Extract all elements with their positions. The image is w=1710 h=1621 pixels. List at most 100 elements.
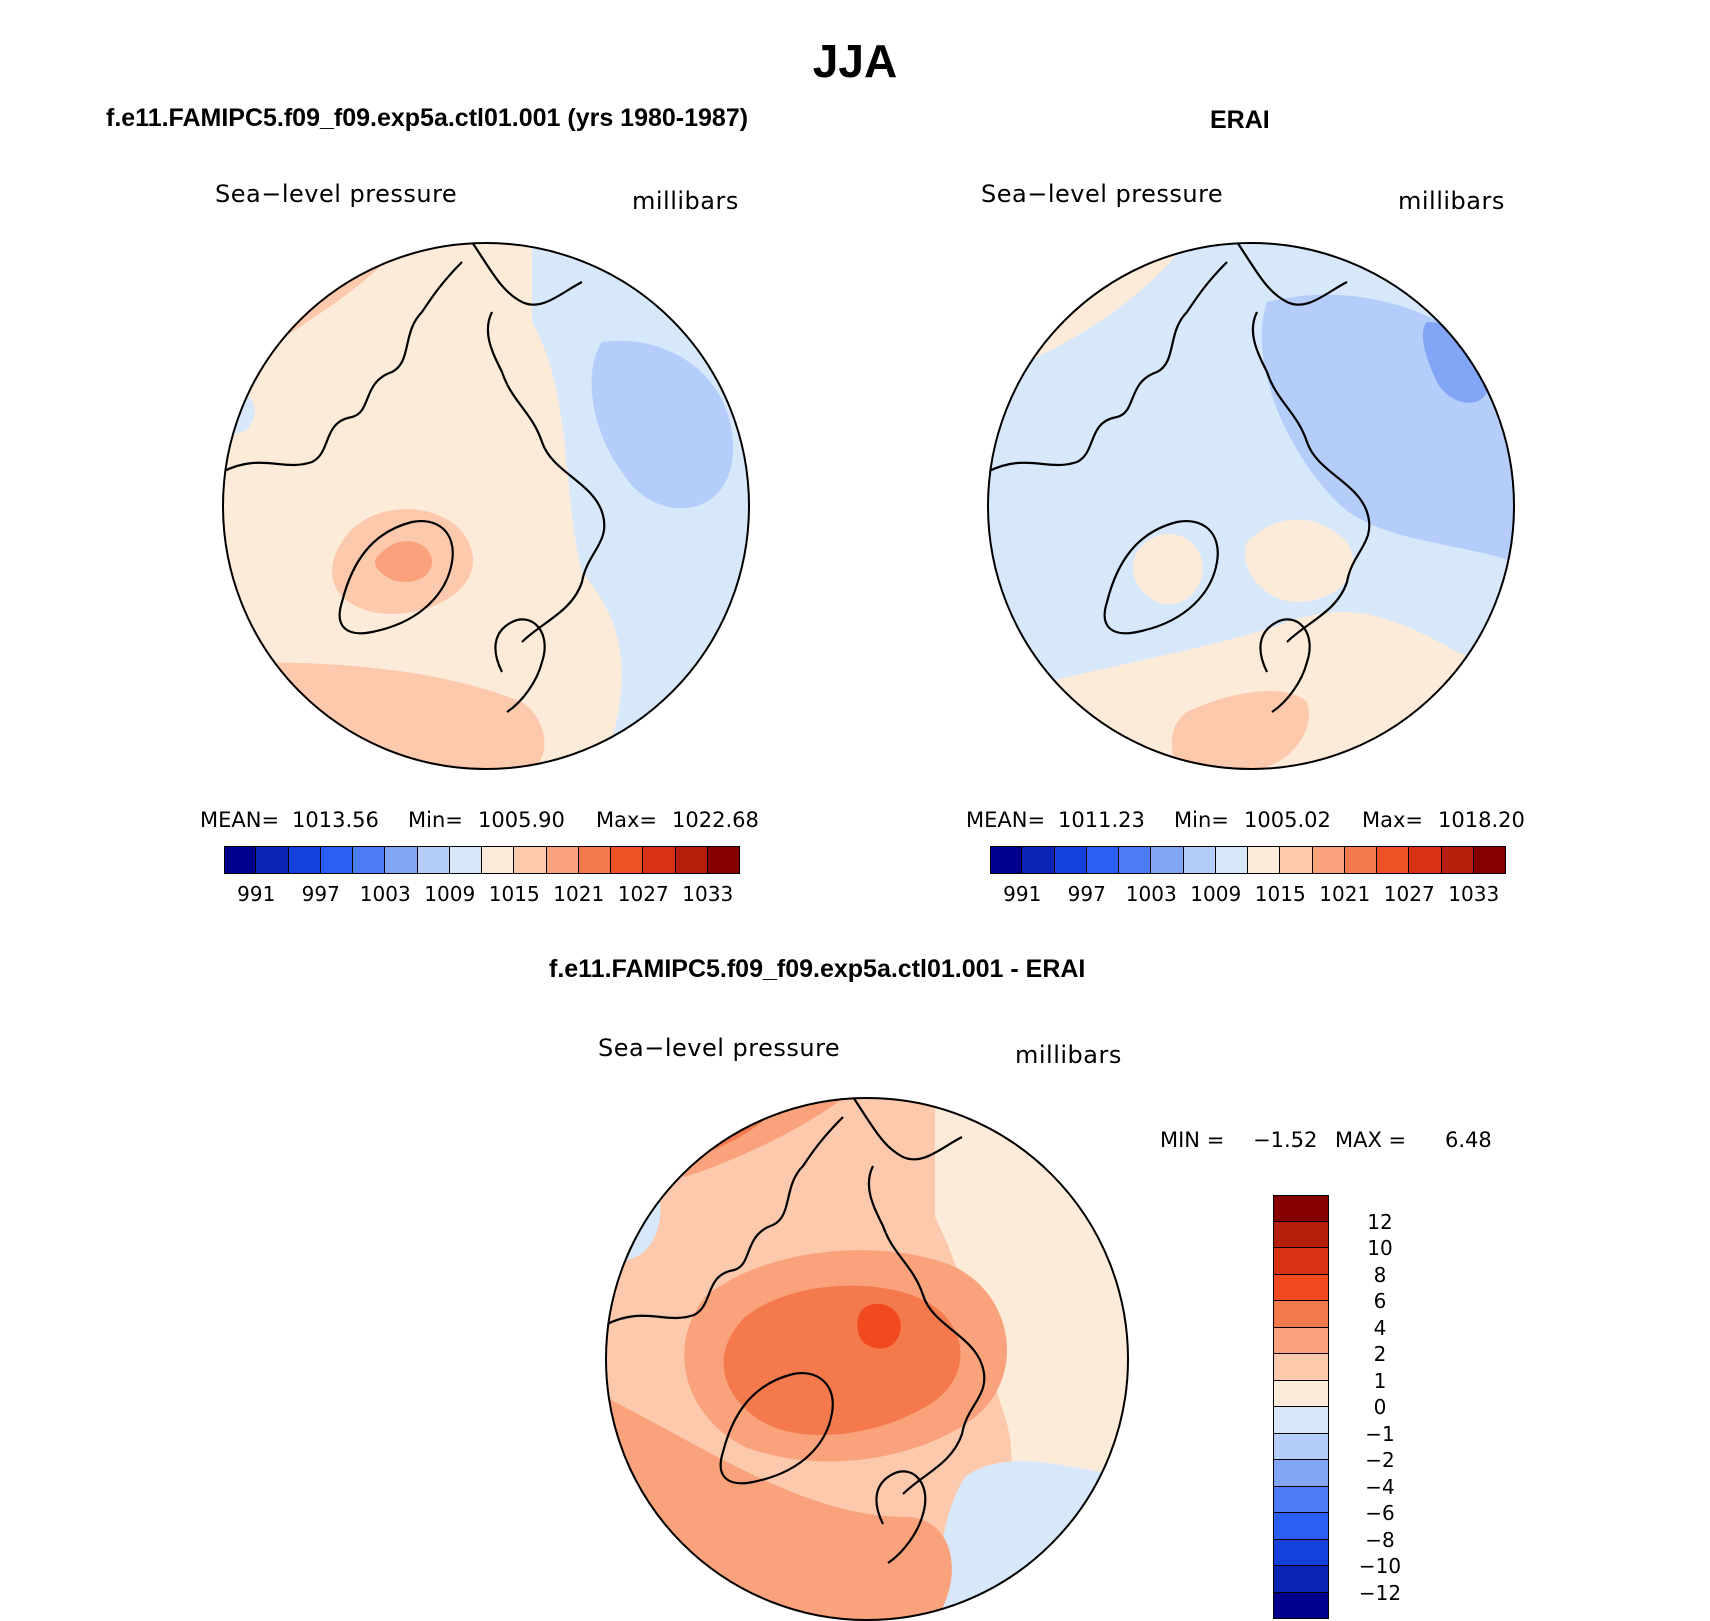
colorbar-1-tick-label: 1021 [553, 882, 605, 906]
colorbar-1-tick-label: 1015 [488, 882, 540, 906]
colorbar-3-swatch [1273, 1354, 1329, 1381]
colorbar-1-swatch [256, 846, 289, 874]
colorbar-2-tick-label: 1033 [1448, 882, 1500, 906]
panel-3-variable-label: Sea−level pressure [598, 1034, 841, 1062]
colorbar-1-swatch [675, 846, 708, 874]
map-2-border [987, 242, 1515, 770]
panel-1-mean-label: MEAN= [200, 808, 280, 832]
colorbar-2-swatch [1183, 846, 1216, 874]
colorbar-3-swatch [1273, 1380, 1329, 1407]
colorbar-1-ticks: 991 997 1003 1009 1015 1021 1027 1033 [224, 882, 740, 910]
colorbar-2-tick-label: 991 [1003, 882, 1042, 906]
map-2-high-greenland [1133, 533, 1203, 605]
colorbar-2-swatch [1312, 846, 1345, 874]
colorbar-1-tick-label: 1009 [424, 882, 476, 906]
colorbar-2-swatch [1409, 846, 1442, 874]
colorbar-1-swatch [482, 846, 515, 874]
colorbar-2-swatch [1151, 846, 1184, 874]
colorbar-1 [224, 846, 740, 874]
colorbar-1-swatch [224, 846, 257, 874]
colorbar-1-swatch [288, 846, 321, 874]
colorbar-3-tick-label: 0 [1373, 1395, 1387, 1419]
colorbar-3-swatch [1273, 1539, 1329, 1566]
colorbar-2-tick-label: 1003 [1125, 882, 1177, 906]
panel-1-min-value: 1005.90 [478, 808, 565, 832]
map-1-model-slp [222, 242, 750, 770]
map-3-coast-scandinavia [875, 1470, 927, 1564]
map-3-central-high [723, 1285, 961, 1436]
colorbar-3-tick-label: 10 [1367, 1236, 1393, 1260]
colorbar-3-ticks: 12 10 8 6 4 2 1 0 −1 −2 −4 −6 −8 −10 −12 [1340, 1195, 1420, 1619]
map-3-coast-greenland [719, 1371, 834, 1485]
panel-1-units-label: millibars [632, 187, 739, 215]
colorbar-2-swatch [990, 846, 1023, 874]
colorbar-3-swatch [1273, 1221, 1329, 1248]
colorbar-1-swatch [417, 846, 450, 874]
colorbar-3-swatch [1273, 1248, 1329, 1275]
map-3-coast-canada [605, 1116, 844, 1326]
colorbar-1-tick-label: 1003 [359, 882, 411, 906]
colorbar-3-tick-label: −4 [1365, 1474, 1395, 1499]
colorbar-3-swatch [1273, 1301, 1329, 1328]
panel-1-max-label: Max= [596, 808, 658, 832]
colorbar-3-tick-label: 1 [1373, 1368, 1387, 1393]
colorbar-3-swatch [1273, 1195, 1329, 1222]
colorbar-1-swatch [320, 846, 353, 874]
colorbar-3-swatch [1273, 1486, 1329, 1513]
colorbar-3-tick-label: −6 [1365, 1501, 1395, 1525]
map-3-east-negative [935, 1461, 1129, 1621]
main-title: JJA [812, 35, 898, 87]
map-2-coast-alaska [1236, 242, 1348, 306]
colorbar-3-swatch [1273, 1433, 1329, 1460]
panel-1-max-value: 1022.68 [672, 808, 759, 832]
map-3-coast-eurasia [867, 1165, 986, 1495]
colorbar-3-tick-label: −1 [1365, 1421, 1395, 1446]
colorbar-1-swatch [643, 846, 676, 874]
colorbar-3 [1273, 1195, 1329, 1619]
panel-3-max-value: 6.48 [1445, 1128, 1492, 1152]
colorbar-1-tick-label: 991 [237, 882, 276, 906]
colorbar-3-tick-label: 2 [1373, 1342, 1387, 1366]
colorbar-2-swatch [1377, 846, 1410, 874]
panel-2-max-value: 1018.20 [1438, 808, 1525, 832]
panel-1-variable-label: Sea−level pressure [215, 180, 458, 208]
map-1-coast-scandinavia [494, 618, 546, 713]
colorbar-3-tick-label: 4 [1373, 1315, 1387, 1340]
map-2-coast-scandinavia [1259, 618, 1311, 713]
colorbar-2-tick-label: 1009 [1190, 882, 1242, 906]
colorbar-2-tick-label: 1015 [1254, 882, 1306, 906]
map-1-coast-greenland [338, 519, 454, 635]
panel-2-max-label: Max= [1362, 808, 1424, 832]
map-1-low-east-core [591, 340, 733, 509]
colorbar-2-swatch [1441, 846, 1474, 874]
colorbar-2-swatch [1280, 846, 1313, 874]
colorbar-2-swatch [1119, 846, 1152, 874]
panel-3-min-label: MIN = [1160, 1128, 1225, 1152]
colorbar-2-swatch [1344, 846, 1377, 874]
map-2-coast-greenland [1103, 519, 1219, 635]
panel-1-min-label: Min= [408, 808, 463, 832]
panel-1-title: f.e11.FAMIPC5.f09_f09.exp5a.ctl01.001 (y… [106, 104, 749, 132]
panel-2-mean-value: 1011.23 [1058, 808, 1145, 832]
colorbar-3-swatch [1273, 1513, 1329, 1540]
panel-2-mean-label: MEAN= [966, 808, 1046, 832]
panel-2-variable-label: Sea−level pressure [981, 180, 1224, 208]
colorbar-3-tick-label: −2 [1365, 1448, 1395, 1472]
colorbar-1-tick-label: 1033 [682, 882, 734, 906]
colorbar-3-swatch [1273, 1327, 1329, 1354]
colorbar-2-swatch [1473, 846, 1506, 874]
colorbar-1-swatch [611, 846, 644, 874]
colorbar-1-tick-label: 1027 [617, 882, 669, 906]
colorbar-3-tick-label: 12 [1367, 1209, 1393, 1234]
map-1-coast-eurasia [486, 311, 606, 643]
colorbar-2-tick-label: 1027 [1383, 882, 1435, 906]
colorbar-3-tick-label: −10 [1358, 1554, 1402, 1578]
map-1-border [222, 242, 750, 770]
colorbar-1-swatch [546, 846, 579, 874]
colorbar-2-swatch [1215, 846, 1248, 874]
colorbar-3-swatch [1273, 1460, 1329, 1487]
colorbar-3-tick-label: −8 [1365, 1527, 1395, 1552]
colorbar-2-swatch [1054, 846, 1087, 874]
colorbar-3-swatch [1273, 1566, 1329, 1593]
colorbar-1-swatch [353, 846, 386, 874]
